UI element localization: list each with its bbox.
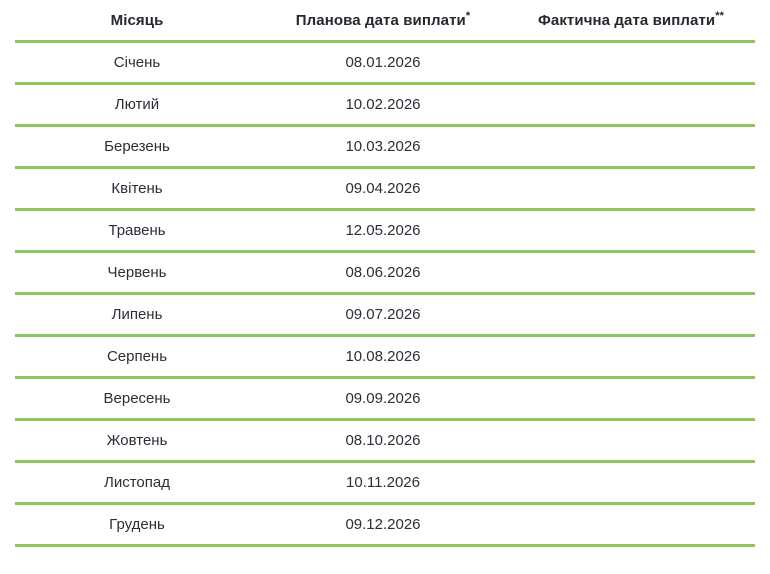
table-row: Жовтень 08.10.2026 <box>15 419 755 463</box>
table-row: Квітень 09.04.2026 <box>15 167 755 211</box>
column-header-planned-date: Планова дата виплати* <box>259 0 507 43</box>
cell-planned-date: 08.10.2026 <box>259 419 507 463</box>
table-row: Лютий 10.02.2026 <box>15 83 755 127</box>
cell-planned-date: 10.11.2026 <box>259 461 507 505</box>
cell-actual-date <box>507 335 755 379</box>
table-header-row: Місяць Планова дата виплати* Фактична да… <box>15 0 755 43</box>
cell-planned-date: 10.08.2026 <box>259 335 507 379</box>
cell-actual-date <box>507 419 755 463</box>
cell-month: Вересень <box>15 377 259 421</box>
table-row: Грудень 09.12.2026 <box>15 503 755 547</box>
column-header-month: Місяць <box>15 0 259 43</box>
cell-planned-date: 09.12.2026 <box>259 503 507 547</box>
cell-actual-date <box>507 377 755 421</box>
cell-month: Серпень <box>15 335 259 379</box>
column-header-planned-date-marker: * <box>465 9 471 22</box>
table-row: Січень 08.01.2026 <box>15 41 755 85</box>
cell-actual-date <box>507 209 755 253</box>
table-row: Липень 09.07.2026 <box>15 293 755 337</box>
table-row: Травень 12.05.2026 <box>15 209 755 253</box>
cell-actual-date <box>507 293 755 337</box>
cell-month: Листопад <box>15 461 259 505</box>
cell-month: Січень <box>15 41 259 85</box>
cell-planned-date: 09.04.2026 <box>259 167 507 211</box>
column-header-actual-date-marker: ** <box>715 9 725 22</box>
cell-actual-date <box>507 83 755 127</box>
cell-planned-date: 08.06.2026 <box>259 251 507 295</box>
cell-actual-date <box>507 167 755 211</box>
column-header-planned-date-label: Планова дата виплати <box>295 11 466 29</box>
cell-actual-date <box>507 41 755 85</box>
table-row: Березень 10.03.2026 <box>15 125 755 169</box>
cell-month: Липень <box>15 293 259 337</box>
cell-month: Лютий <box>15 83 259 127</box>
cell-month: Жовтень <box>15 419 259 463</box>
cell-planned-date: 09.09.2026 <box>259 377 507 421</box>
column-header-actual-date-label: Фактична дата виплати <box>537 11 716 29</box>
cell-month: Березень <box>15 125 259 169</box>
table-row: Червень 08.06.2026 <box>15 251 755 295</box>
cell-planned-date: 09.07.2026 <box>259 293 507 337</box>
cell-month: Грудень <box>15 503 259 547</box>
cell-month: Травень <box>15 209 259 253</box>
cell-actual-date <box>507 251 755 295</box>
table-row: Вересень 09.09.2026 <box>15 377 755 421</box>
cell-planned-date: 12.05.2026 <box>259 209 507 253</box>
cell-planned-date: 08.01.2026 <box>259 41 507 85</box>
table-body: Січень 08.01.2026 Лютий 10.02.2026 Березень 1… <box>15 41 755 547</box>
table-row: Листопад 10.11.2026 <box>15 461 755 505</box>
cell-month: Квітень <box>15 167 259 211</box>
column-header-actual-date: Фактична дата виплати** <box>507 0 755 43</box>
cell-actual-date <box>507 503 755 547</box>
cell-actual-date <box>507 125 755 169</box>
payment-schedule-table: Місяць Планова дата виплати* Фактична да… <box>15 0 755 547</box>
cell-actual-date <box>507 461 755 505</box>
table-row: Серпень 10.08.2026 <box>15 335 755 379</box>
cell-month: Червень <box>15 251 259 295</box>
cell-planned-date: 10.02.2026 <box>259 83 507 127</box>
cell-planned-date: 10.03.2026 <box>259 125 507 169</box>
table-header: Місяць Планова дата виплати* Фактична да… <box>15 0 755 43</box>
column-header-month-label: Місяць <box>110 11 164 29</box>
